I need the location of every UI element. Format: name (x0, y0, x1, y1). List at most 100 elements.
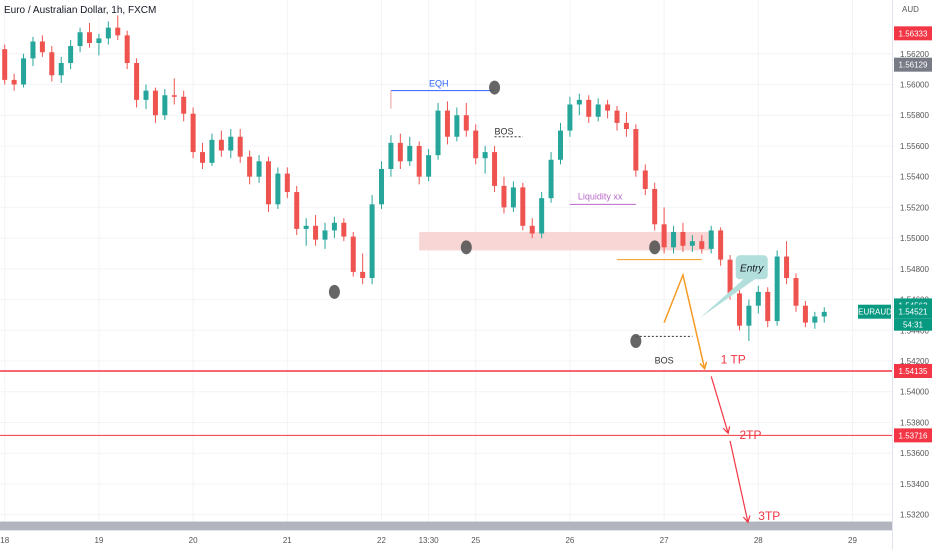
x-tick-label: 28 (754, 536, 763, 545)
candle-body (341, 222, 347, 237)
y-tick-label: 1.55600 (900, 142, 929, 151)
candle-body (181, 96, 187, 114)
price-tag (894, 304, 932, 319)
x-tick-label: 26 (565, 536, 574, 545)
x-tick-label: 22 (377, 536, 386, 545)
supply-zone (419, 231, 712, 251)
price-tag-label: 1.54521 (899, 308, 928, 317)
x-tick-label: 27 (660, 536, 669, 545)
target-price-label: 1.53716 (899, 431, 928, 440)
candle-body (699, 241, 705, 249)
candle-body (209, 139, 215, 163)
candle-body (821, 311, 827, 317)
candle-body (548, 159, 554, 199)
pivot-marker (489, 80, 501, 95)
candle-body (11, 79, 17, 85)
x-tick-label: 29 (848, 536, 857, 545)
grid (0, 0, 892, 530)
target-arrowhead (722, 426, 731, 435)
candle-body (369, 204, 375, 279)
y-tick-label: 1.54800 (900, 265, 929, 274)
target-label: 2TP (739, 428, 761, 442)
candle-body (605, 104, 611, 111)
target-arrowhead (742, 515, 751, 524)
candle-body (708, 230, 714, 249)
y-tick-label: 1.54400 (900, 326, 929, 335)
annotations: EQH BOS BOS Liquidity xx 1 TP 2TP 3TP Entry (0, 79, 892, 524)
candle-body (143, 90, 149, 100)
target-label: 1 TP (721, 352, 746, 366)
candle-body (86, 32, 92, 44)
callout-box (735, 255, 768, 280)
candle-body (68, 46, 74, 63)
candle-body (802, 305, 808, 323)
candle-body (492, 152, 498, 186)
candle-body (642, 170, 648, 189)
candle-body (784, 256, 790, 279)
candle-body (162, 95, 168, 116)
candle-body (586, 99, 592, 117)
y-tick-label: 1.53400 (900, 480, 929, 489)
pivot-marker (630, 334, 642, 349)
candle-body (510, 187, 516, 208)
candle-body (793, 278, 799, 306)
time-axis (0, 530, 892, 550)
candle-body (671, 231, 677, 248)
candle-body (652, 188, 658, 225)
candle-body (152, 90, 158, 116)
candle-body (265, 161, 271, 205)
candle-body (171, 95, 177, 97)
x-tick-label: 25 (471, 536, 480, 545)
candle-body (134, 62, 140, 100)
x-tick-label: 18 (0, 536, 9, 545)
bos-label: BOS (494, 127, 513, 137)
symbol-tag (858, 304, 891, 319)
candle-body (576, 99, 582, 105)
y-tick-label: 1.53600 (900, 449, 929, 458)
candle-body (313, 225, 319, 240)
candle-body (21, 58, 27, 85)
candle-body (247, 156, 253, 177)
candle-body (539, 198, 545, 234)
x-tick-label: 19 (94, 536, 103, 545)
candle-body (105, 27, 111, 39)
candle-body (812, 316, 818, 323)
eqh-label: EQH (429, 79, 449, 89)
target-price-tag (894, 364, 932, 378)
x-tick-label: 21 (283, 536, 292, 545)
candle-body (30, 41, 36, 59)
bos-label: BOS (655, 355, 674, 365)
callout-pointer (699, 277, 758, 318)
callout-label: Entry (740, 263, 764, 274)
candle-body (331, 222, 337, 231)
candle-body (115, 27, 121, 36)
price-tag-label: 1.56129 (899, 61, 928, 70)
countdown-label: 54:31 (903, 321, 924, 330)
candle-body (595, 104, 601, 117)
pivot-marker (460, 240, 472, 255)
candle-body (322, 230, 328, 240)
candle-body (379, 168, 385, 205)
candle-body (746, 305, 752, 326)
candle-body (765, 291, 771, 322)
projection-path (663, 272, 706, 369)
candle-body (520, 187, 526, 226)
candle-body (256, 161, 262, 177)
target-arrow (729, 440, 749, 523)
candle-body (237, 136, 243, 157)
y-tick-label: 1.54200 (900, 357, 929, 366)
chart-title: Euro / Australian Dollar, 1h, FXCM (4, 5, 156, 16)
y-tick-label: 1.56000 (900, 80, 929, 89)
candle-body (303, 225, 309, 229)
candle-body (77, 32, 83, 47)
y-tick-label: 1.54000 (900, 388, 929, 397)
y-tick-label: 1.56200 (900, 50, 929, 59)
price-tag (894, 57, 932, 72)
candles (2, 15, 827, 342)
candle-body (680, 231, 686, 246)
candle-body (294, 192, 300, 229)
candle-body (124, 35, 130, 63)
